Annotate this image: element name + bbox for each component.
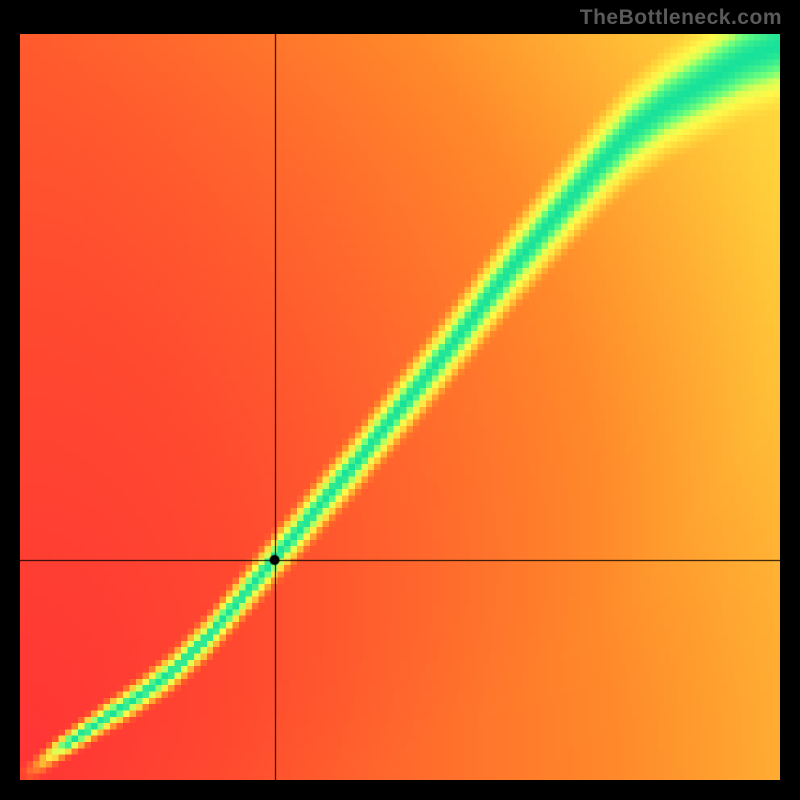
crosshair-overlay [20,34,780,780]
watermark-text: TheBottleneck.com [580,6,782,30]
heatmap-plot [20,34,780,780]
